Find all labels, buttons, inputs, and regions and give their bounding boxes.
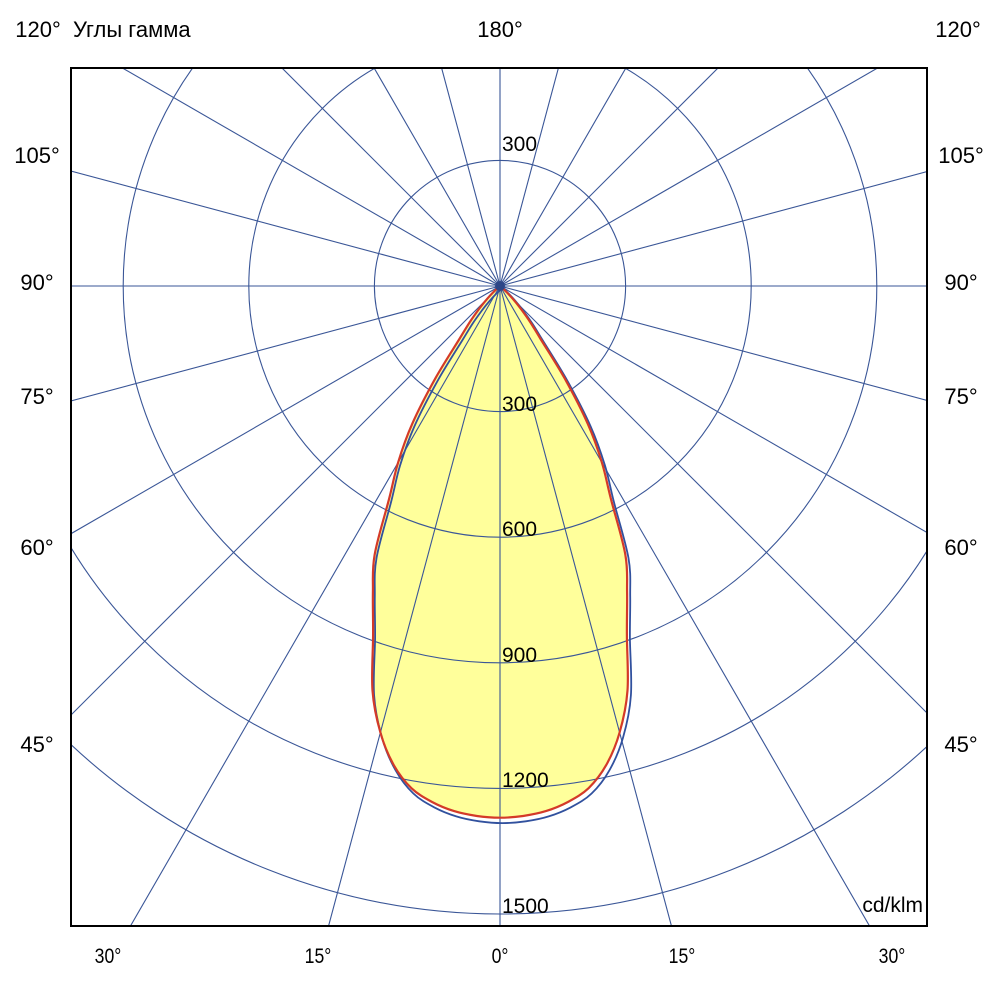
gamma-ray-150 <box>499 68 627 287</box>
gamma-label-left-0: 105° <box>14 143 60 168</box>
gamma-label-left-3: 60° <box>20 535 54 560</box>
gamma-label-right-4: 45° <box>944 732 978 757</box>
gamma-ray-120 <box>499 68 879 287</box>
intensity-tick-300: 300 <box>502 392 538 416</box>
gamma-label-right-1: 90° <box>944 270 978 295</box>
gamma-ray-255 <box>71 170 501 287</box>
gamma-ray-165 <box>499 68 559 287</box>
unit-label: cd/klm <box>862 894 923 917</box>
intensity-tick-1200: 1200 <box>502 769 549 793</box>
gamma-label-bottom-1: 15° <box>304 945 332 968</box>
gamma-ray-285 <box>71 285 501 402</box>
gamma-label-top-1: 180° <box>477 17 523 42</box>
gamma-label-bottom-4: 30° <box>878 945 906 968</box>
intensity-tick-upper-300: 300 <box>502 133 538 157</box>
intensity-tick-900: 900 <box>502 643 538 667</box>
gamma-ray-75 <box>499 285 927 401</box>
gamma-ray-240 <box>121 68 501 287</box>
gamma-label-right-3: 60° <box>944 535 978 560</box>
gamma-ray-195 <box>441 68 501 287</box>
gamma-label-bottom-3: 15° <box>668 945 696 968</box>
curve-c0-c180 <box>370 284 630 819</box>
curve-c90-c270 <box>372 286 633 825</box>
gamma-label-right-0: 105° <box>938 143 984 168</box>
gamma-label-bottom-2: 0° <box>491 945 509 968</box>
gamma-label-left-2: 75° <box>20 384 54 409</box>
gamma-ray-30 <box>499 285 871 926</box>
intensity-tick-1500: 1500 <box>502 895 549 918</box>
plot-border <box>70 67 928 927</box>
gamma-label-top-2: 120° <box>935 17 981 42</box>
polar-center-dot <box>495 281 505 291</box>
gamma-ray-60 <box>499 285 927 534</box>
gamma-label-top-0: 120° <box>15 17 61 42</box>
gamma-ray-45 <box>499 285 927 714</box>
gamma-ray-225 <box>281 68 501 287</box>
intensity-tick-600: 600 <box>502 518 538 542</box>
gamma-label-right-2: 75° <box>944 384 978 409</box>
gamma-ray-105 <box>499 171 927 287</box>
gamma-ray-345 <box>327 285 501 926</box>
chart-title: Углы гамма <box>73 17 191 42</box>
gamma-ray-300 <box>71 285 501 535</box>
gamma-ray-210 <box>373 68 501 287</box>
gamma-ray-330 <box>129 285 501 926</box>
gamma-ray-135 <box>499 68 719 287</box>
gamma-ray-15 <box>499 285 673 926</box>
gamma-label-bottom-0: 30° <box>94 945 122 968</box>
gamma-label-left-4: 45° <box>20 732 54 757</box>
gamma-ray-315 <box>71 285 501 716</box>
gamma-label-left-1: 90° <box>20 270 54 295</box>
